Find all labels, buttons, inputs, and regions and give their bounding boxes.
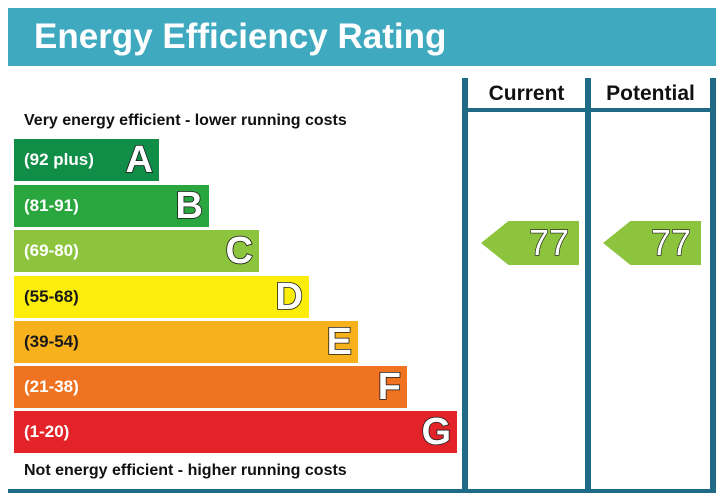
potential-rating-arrow: 77: [603, 221, 701, 265]
band-f-range: (21-38): [24, 377, 79, 396]
efficient-caption: Very energy efficient - lower running co…: [24, 112, 347, 129]
inefficient-caption: Not energy efficient - higher running co…: [24, 462, 347, 479]
title-banner: Energy Efficiency Rating: [8, 8, 716, 66]
band-g-range: (1-20): [24, 422, 70, 441]
band-a: (92 plus) A: [14, 138, 159, 182]
band-f-letter: F: [377, 365, 402, 409]
band-d-letter: D: [275, 275, 304, 319]
grid-line-middle: [585, 78, 591, 493]
chart-title: Energy Efficiency Rating: [34, 17, 447, 56]
grid-line-left: [462, 78, 468, 493]
band-b-range: (81-91): [24, 196, 79, 215]
band-b-letter: B: [175, 184, 204, 228]
band-d: (55-68) D: [14, 275, 309, 319]
band-g-letter: G: [421, 410, 452, 454]
potential-column-header: Potential: [606, 82, 695, 105]
band-b: (81-91) B: [14, 184, 209, 228]
band-e-range: (39-54): [24, 332, 79, 351]
band-f: (21-38) F: [14, 365, 407, 409]
band-e-letter: E: [326, 320, 353, 364]
band-d-range: (55-68): [24, 287, 79, 306]
band-a-letter: A: [125, 138, 154, 182]
band-a-range: (92 plus): [24, 150, 94, 169]
band-e: (39-54) E: [14, 320, 358, 364]
bottom-border: [8, 489, 716, 493]
header-divider: [462, 108, 716, 112]
band-c-letter: C: [225, 229, 254, 273]
current-rating-arrow: 77: [481, 221, 579, 265]
current-column-header: Current: [488, 82, 565, 105]
band-c-range: (69-80): [24, 241, 79, 260]
grid-line-right: [710, 78, 716, 493]
band-g: (1-20) G: [14, 410, 457, 454]
potential-rating-value: 77: [650, 221, 691, 263]
current-rating-value: 77: [528, 221, 569, 263]
band-c: (69-80) C: [14, 229, 259, 273]
